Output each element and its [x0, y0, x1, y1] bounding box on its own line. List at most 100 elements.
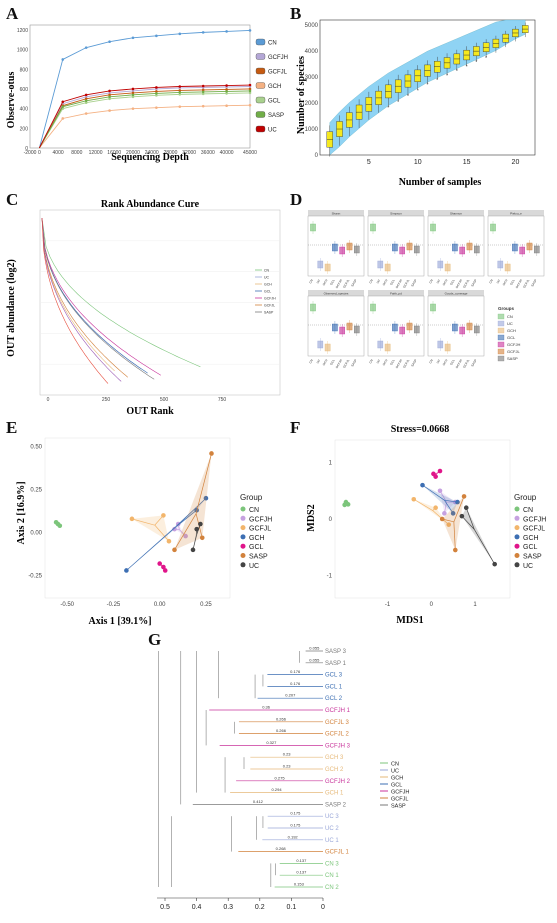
panel-a-point: [155, 90, 158, 93]
branch-length: 0.176: [290, 681, 301, 686]
panel-d-facet-strip: [368, 210, 424, 216]
panel-a-point: [178, 85, 182, 88]
panel-b-y-tick: 1000: [305, 127, 319, 133]
panel-d-x-tick: GCFJH: [335, 359, 343, 370]
panel-d-x-tick: SASP: [350, 359, 357, 368]
sample-point: [198, 521, 203, 527]
panel-b-y-tick: 4000: [305, 49, 319, 55]
group-spoke: [413, 498, 433, 511]
sample-point: [190, 547, 196, 553]
legend-label: GCFJH: [523, 516, 546, 523]
panel-a-x-tick: 36000: [201, 150, 215, 156]
branch-length: 0.268: [276, 846, 287, 851]
sample-point: [183, 533, 188, 539]
panel-d-x-tick: CN: [488, 279, 494, 285]
g-x-tick: 0.2: [255, 904, 265, 911]
panel-a-point: [108, 40, 111, 44]
panel-a-x-tick: 16000: [107, 150, 121, 156]
group-spoke: [453, 496, 465, 522]
y-tick: 0.00: [30, 531, 42, 537]
sample-point: [420, 482, 425, 488]
panel-e-pcoa-chart: -0.50 -0.25 0.00 0.25 0.50 0.25 0.00 -0.25 Axis…: [16, 437, 272, 627]
panel-a-series-line: [38, 92, 251, 149]
panel-a-y-tick: 200: [20, 126, 29, 132]
g-legend-label: GCH: [391, 776, 403, 782]
sample-point: [124, 568, 129, 573]
panel-d-x-tick: GCFJL: [462, 358, 470, 369]
panel-a-series-line: [38, 90, 251, 149]
panel-d-x-tick: SASP: [350, 279, 357, 288]
legend-swatch: [514, 534, 520, 540]
sample-point: [129, 516, 135, 522]
legend-label: UC: [249, 563, 259, 570]
panel-c-curve: [41, 217, 155, 380]
panel-d-x-tick: GCH: [322, 359, 329, 367]
panel-d-facet-title: Pielou_e: [510, 212, 522, 216]
leaf-label: GCFJL 1: [325, 850, 349, 856]
panel-a-x-tick: 12000: [89, 150, 103, 156]
x-tick: 0: [430, 602, 434, 608]
panel-c-legend-label: UC: [264, 276, 270, 280]
panel-a-point: [248, 89, 252, 93]
panel-a-series-line: [38, 29, 251, 149]
panel-d-x-tick: GCFJL: [402, 278, 410, 289]
panel-a-legend-swatch: [255, 125, 266, 133]
panel-d-legend-label: GCFJH: [507, 342, 520, 347]
sample-point: [199, 535, 205, 541]
legend-label: CN: [249, 507, 259, 514]
panel-a-point: [84, 101, 88, 105]
panel-d-x-tick: UC: [496, 278, 502, 284]
panel-c-ylabel: OUT abundance (log2): [6, 259, 17, 357]
panel-d-facet-strip: [428, 210, 484, 216]
y-tick: 0.50: [30, 445, 42, 451]
panel-a-legend-label: CN: [268, 41, 277, 47]
panel-a-y-tick: 1200: [17, 28, 28, 34]
group-spoke: [195, 453, 212, 514]
panel-d-x-tick: GCFJH: [335, 279, 343, 290]
y-tick: 1: [329, 461, 333, 467]
panel-a-legend-label: GCFJL: [268, 70, 288, 76]
panel-a-x-tick: 20000: [126, 150, 140, 156]
leaf-label: SASP 1: [325, 661, 347, 667]
panel-d-x-tick: GCL: [329, 278, 336, 286]
panel-a-legend-label: GCH: [268, 84, 281, 90]
panel-a-point: [248, 29, 252, 32]
panel-c-x-tick: 750: [218, 397, 227, 403]
legend-label: GCL: [523, 544, 538, 551]
panel-c-x-tick: 0: [47, 397, 50, 403]
panel-b-outlier: *: [417, 88, 419, 94]
panel-a-point: [84, 46, 88, 49]
panel-b-outlier: *: [436, 78, 438, 84]
branch-length: 0.192: [288, 834, 299, 839]
legend-label: GCFJL: [523, 526, 545, 533]
panel-a-point: [201, 104, 205, 108]
panel-a-x-tick: 4000: [53, 150, 64, 156]
branch-length: 0.23: [283, 764, 292, 769]
frame: [44, 437, 231, 599]
panel-a-point: [108, 91, 111, 95]
panel-a-legend-swatch: [255, 67, 266, 75]
g-legend-label: GCL: [391, 783, 402, 789]
group-hull: [131, 515, 169, 542]
panel-a-frame: [29, 24, 251, 149]
panel-a-xlabel: Sequencing Depth: [111, 152, 189, 163]
leaf-label: UC 2: [325, 826, 339, 832]
sample-point: [53, 520, 59, 525]
g-legend-label: SASP: [391, 804, 406, 810]
x-tick: 0.00: [154, 602, 166, 608]
panel-d-facet-strip: [428, 290, 484, 296]
panel-d-x-tick: GCFJL: [462, 278, 470, 289]
panel-a-legend-label: GCL: [268, 99, 281, 105]
legend-swatch: [240, 506, 246, 512]
sample-point: [57, 523, 63, 529]
panel-f-nmds-chart: Stress=0.0668 -1 0 1 1 0 -1 MDS1 MDS2 Group C…: [306, 424, 546, 626]
x-tick: -0.50: [60, 602, 74, 608]
panel-b-outlier: *: [446, 74, 448, 80]
panel-f-title: Stress=0.0668: [391, 424, 450, 435]
panel-a-point: [108, 97, 111, 101]
panel-label-c: C: [6, 190, 19, 209]
panel-b-x-tick: 5: [367, 159, 371, 166]
panel-d-x-tick: SASP: [470, 359, 477, 368]
panel-a-point: [178, 89, 182, 92]
y-tick: -0.25: [28, 574, 42, 580]
